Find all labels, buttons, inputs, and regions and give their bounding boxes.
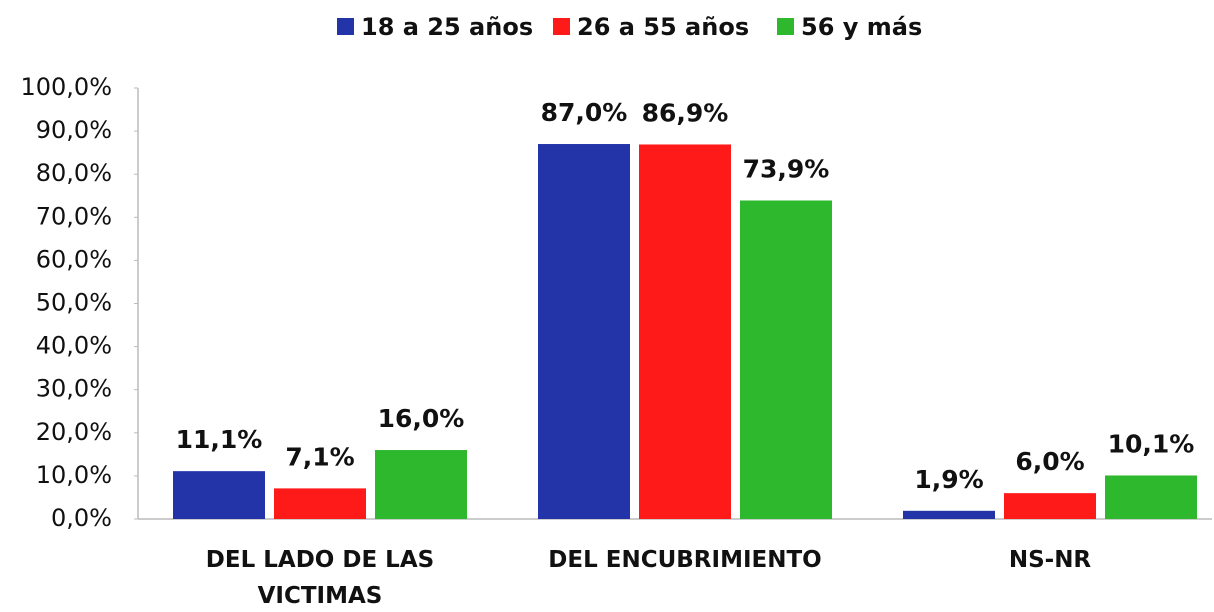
- bar: [740, 200, 832, 519]
- bar: [538, 144, 630, 519]
- data-label: 1,9%: [914, 465, 983, 494]
- legend-label: 26 a 55 años: [577, 13, 749, 41]
- x-tick-label: DEL LADO DE LAS VICTIMAS: [205, 547, 435, 609]
- bar: [639, 144, 731, 519]
- y-tick-label: 50,0%: [36, 289, 112, 317]
- y-tick-label: 10,0%: [36, 461, 112, 489]
- y-tick-label: 30,0%: [36, 375, 112, 403]
- legend-label: 56 y más: [801, 13, 922, 41]
- y-tick-label: 20,0%: [36, 418, 112, 446]
- y-tick-label: 90,0%: [36, 116, 112, 144]
- bar: [1004, 493, 1096, 519]
- data-label: 7,1%: [285, 442, 354, 471]
- bar: [274, 488, 366, 519]
- data-label: 86,9%: [642, 98, 729, 127]
- x-tick-label: DEL ENCUBRIMIENTO: [548, 547, 822, 573]
- y-tick-label: 100,0%: [20, 73, 112, 101]
- legend-swatch: [337, 18, 354, 35]
- x-tick-label: NS-NR: [1008, 547, 1092, 573]
- y-tick-label: 70,0%: [36, 202, 112, 230]
- bar: [1105, 475, 1197, 519]
- data-label: 6,0%: [1015, 447, 1084, 476]
- data-label: 11,1%: [176, 425, 263, 454]
- legend-swatch: [777, 18, 794, 35]
- bar: [375, 450, 467, 519]
- y-tick-label: 0,0%: [51, 504, 112, 532]
- y-tick-label: 40,0%: [36, 332, 112, 360]
- data-label: 16,0%: [378, 404, 465, 433]
- bar: [903, 510, 995, 519]
- data-label: 10,1%: [1108, 429, 1195, 458]
- bar: [173, 471, 265, 519]
- y-tick-label: 60,0%: [36, 245, 112, 273]
- legend-label: 18 a 25 años: [361, 13, 533, 41]
- data-label: 73,9%: [743, 154, 830, 183]
- y-tick-label: 80,0%: [36, 159, 112, 187]
- data-label: 87,0%: [541, 98, 628, 127]
- legend-swatch: [553, 18, 570, 35]
